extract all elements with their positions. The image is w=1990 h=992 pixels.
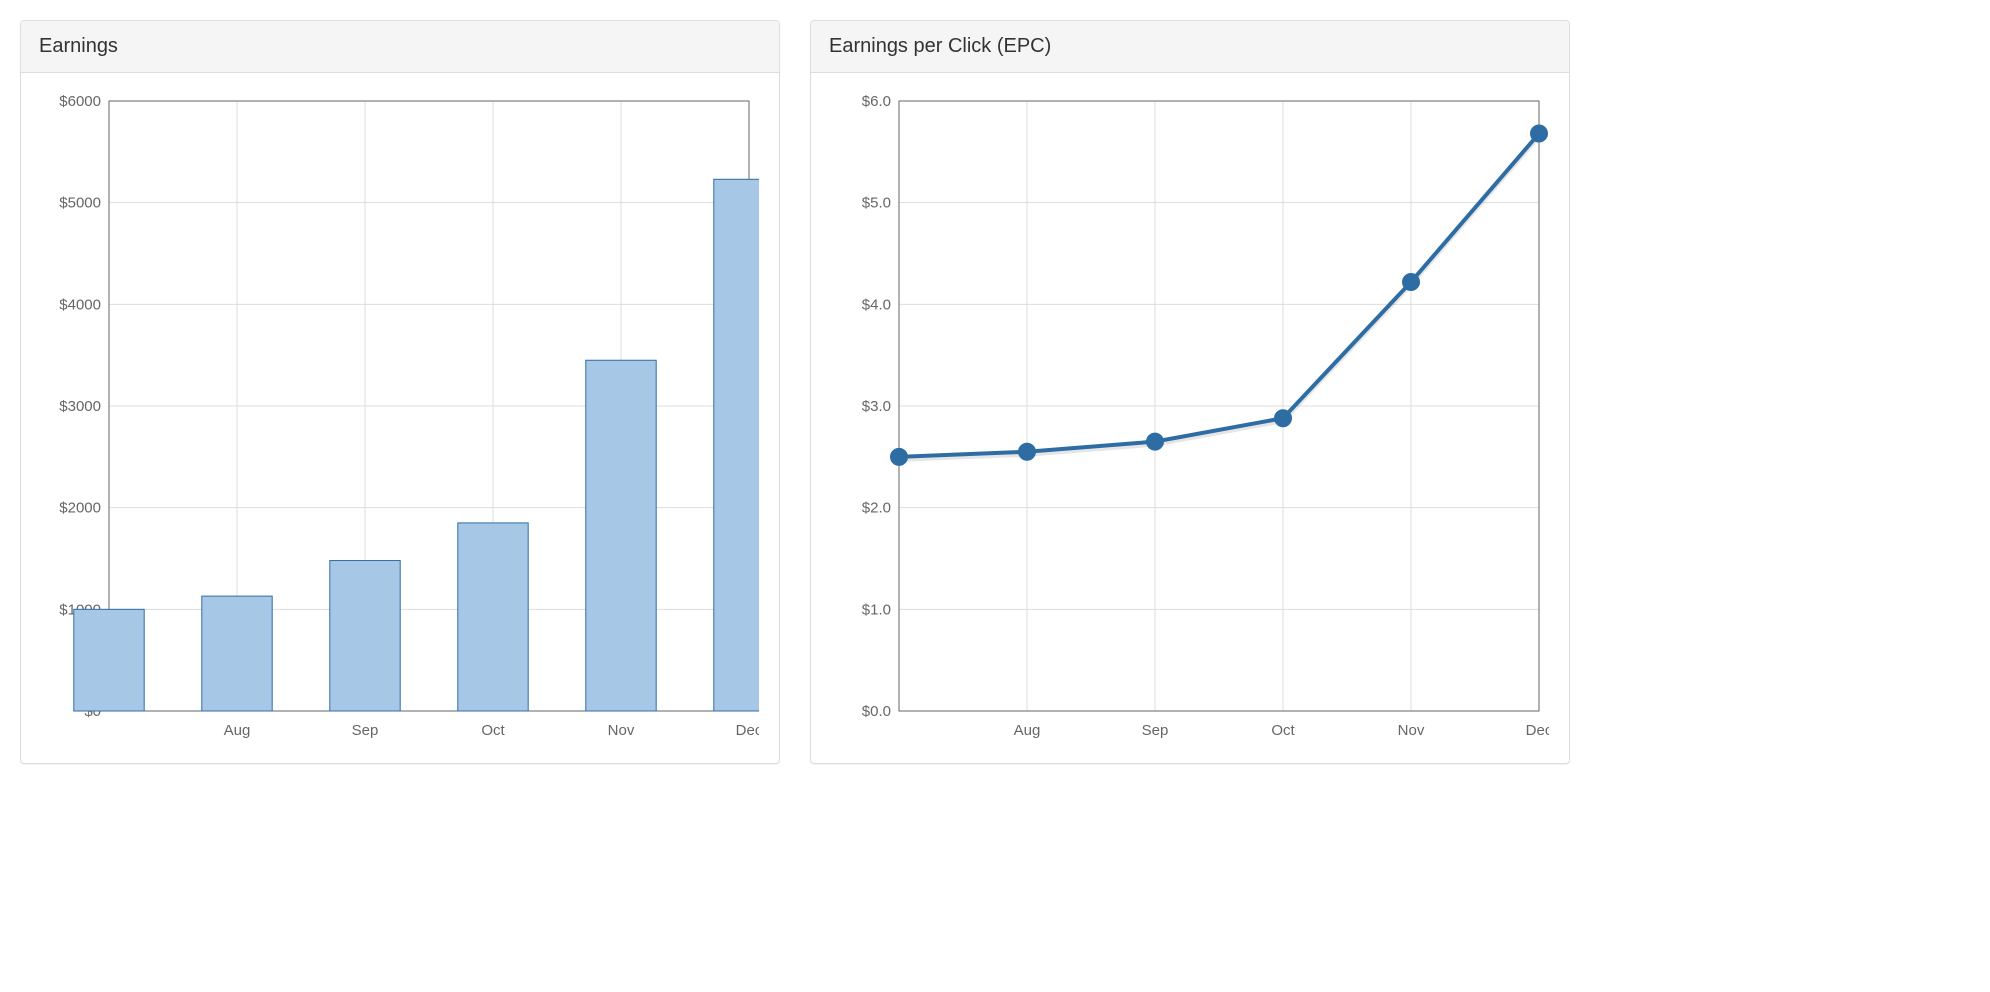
svg-text:$4000: $4000 [59, 296, 101, 313]
data-point [1403, 274, 1419, 290]
epc-panel: Earnings per Click (EPC) $0.0 $1.0 $2.0 $3.… [810, 20, 1570, 764]
epc-panel-body: $0.0 $1.0 $2.0 $3.0 $4.0 $5.0 $6.0 Aug Sep Oct Nov… [811, 73, 1569, 763]
svg-text:Oct: Oct [1271, 722, 1295, 739]
svg-text:$2.0: $2.0 [862, 500, 891, 517]
epc-line-chart: $0.0 $1.0 $2.0 $3.0 $4.0 $5.0 $6.0 Aug Sep Oct Nov… [829, 91, 1549, 751]
data-point [1275, 410, 1291, 426]
data-point [1019, 444, 1035, 460]
svg-text:Dec: Dec [736, 722, 759, 739]
svg-text:Sep: Sep [352, 722, 379, 739]
epc-panel-title: Earnings per Click (EPC) [811, 21, 1569, 73]
bar [202, 596, 272, 711]
bar [74, 609, 144, 711]
svg-text:Sep: Sep [1142, 722, 1169, 739]
earnings-panel-body: $0$1000$2000$3000$4000$5000$6000AugSepOc… [21, 73, 779, 763]
svg-text:Aug: Aug [1014, 722, 1041, 739]
svg-text:Oct: Oct [481, 722, 505, 739]
svg-text:Nov: Nov [608, 722, 635, 739]
svg-text:$3.0: $3.0 [862, 398, 891, 415]
svg-text:Dec: Dec [1526, 722, 1549, 739]
svg-text:$1.0: $1.0 [862, 601, 891, 618]
svg-text:$2000: $2000 [59, 500, 101, 517]
svg-text:$6.0: $6.0 [862, 93, 891, 110]
svg-text:$5.0: $5.0 [862, 195, 891, 212]
svg-text:Aug: Aug [224, 722, 251, 739]
earnings-panel: Earnings $0$1000$2000$3000$4000$5000$600… [20, 20, 780, 764]
dashboard: Earnings $0$1000$2000$3000$4000$5000$600… [20, 20, 1570, 764]
svg-text:Nov: Nov [1398, 722, 1425, 739]
svg-text:$3000: $3000 [59, 398, 101, 415]
data-point [1531, 126, 1547, 142]
bar [458, 523, 528, 711]
bar [330, 561, 400, 711]
svg-text:$6000: $6000 [59, 93, 101, 110]
svg-text:$4.0: $4.0 [862, 296, 891, 313]
earnings-bar-chart: $0$1000$2000$3000$4000$5000$6000AugSepOc… [39, 91, 759, 751]
bar [714, 179, 759, 711]
svg-text:$5000: $5000 [59, 195, 101, 212]
earnings-panel-title: Earnings [21, 21, 779, 73]
svg-text:$0.0: $0.0 [862, 703, 891, 720]
bar [586, 360, 656, 711]
data-point [891, 449, 907, 465]
data-point [1147, 434, 1163, 450]
